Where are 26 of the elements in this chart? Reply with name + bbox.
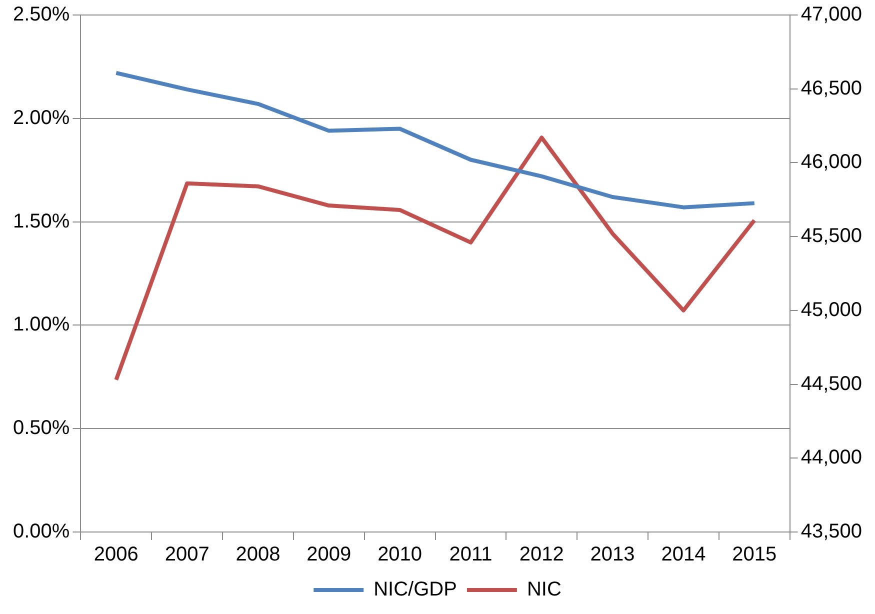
x-tick-label: 2012 (519, 544, 564, 566)
y2-tick-label: 46,000 (800, 151, 862, 174)
x-tick-label: 2006 (94, 544, 138, 566)
x-tick-label: 2013 (590, 544, 635, 566)
x-tick-label: 2011 (449, 544, 492, 566)
x-tick-label: 2015 (732, 544, 777, 566)
y2-tick-label: 45,500 (800, 225, 862, 248)
y2-tick-label: 43,500 (800, 520, 862, 543)
y-tick-label: 2.50% (12, 4, 70, 26)
y2-tick-label: 45,000 (800, 298, 862, 321)
y2-tick-label: 46,500 (800, 77, 862, 100)
y-tick-label: 2.00% (12, 106, 70, 129)
x-tick-label: 2014 (661, 544, 706, 566)
y2-tick-label: 44,000 (800, 446, 862, 469)
x-tick-label: 2008 (236, 544, 280, 566)
x-tick-label: 2007 (164, 544, 210, 566)
y-tick-label: 0.50% (12, 417, 70, 440)
legend-label: NIC/GDP (374, 578, 457, 601)
y2-tick-label: 47,000 (800, 4, 862, 26)
y-tick-label: 1.00% (12, 314, 70, 336)
y-tick-label: 0.00% (12, 520, 70, 543)
y2-tick-label: 44,500 (800, 372, 862, 395)
x-tick-label: 2009 (306, 544, 352, 566)
legend-label: NIC (526, 578, 562, 601)
x-tick-label: 2010 (378, 544, 422, 566)
y-tick-label: 1.50% (12, 210, 70, 232)
